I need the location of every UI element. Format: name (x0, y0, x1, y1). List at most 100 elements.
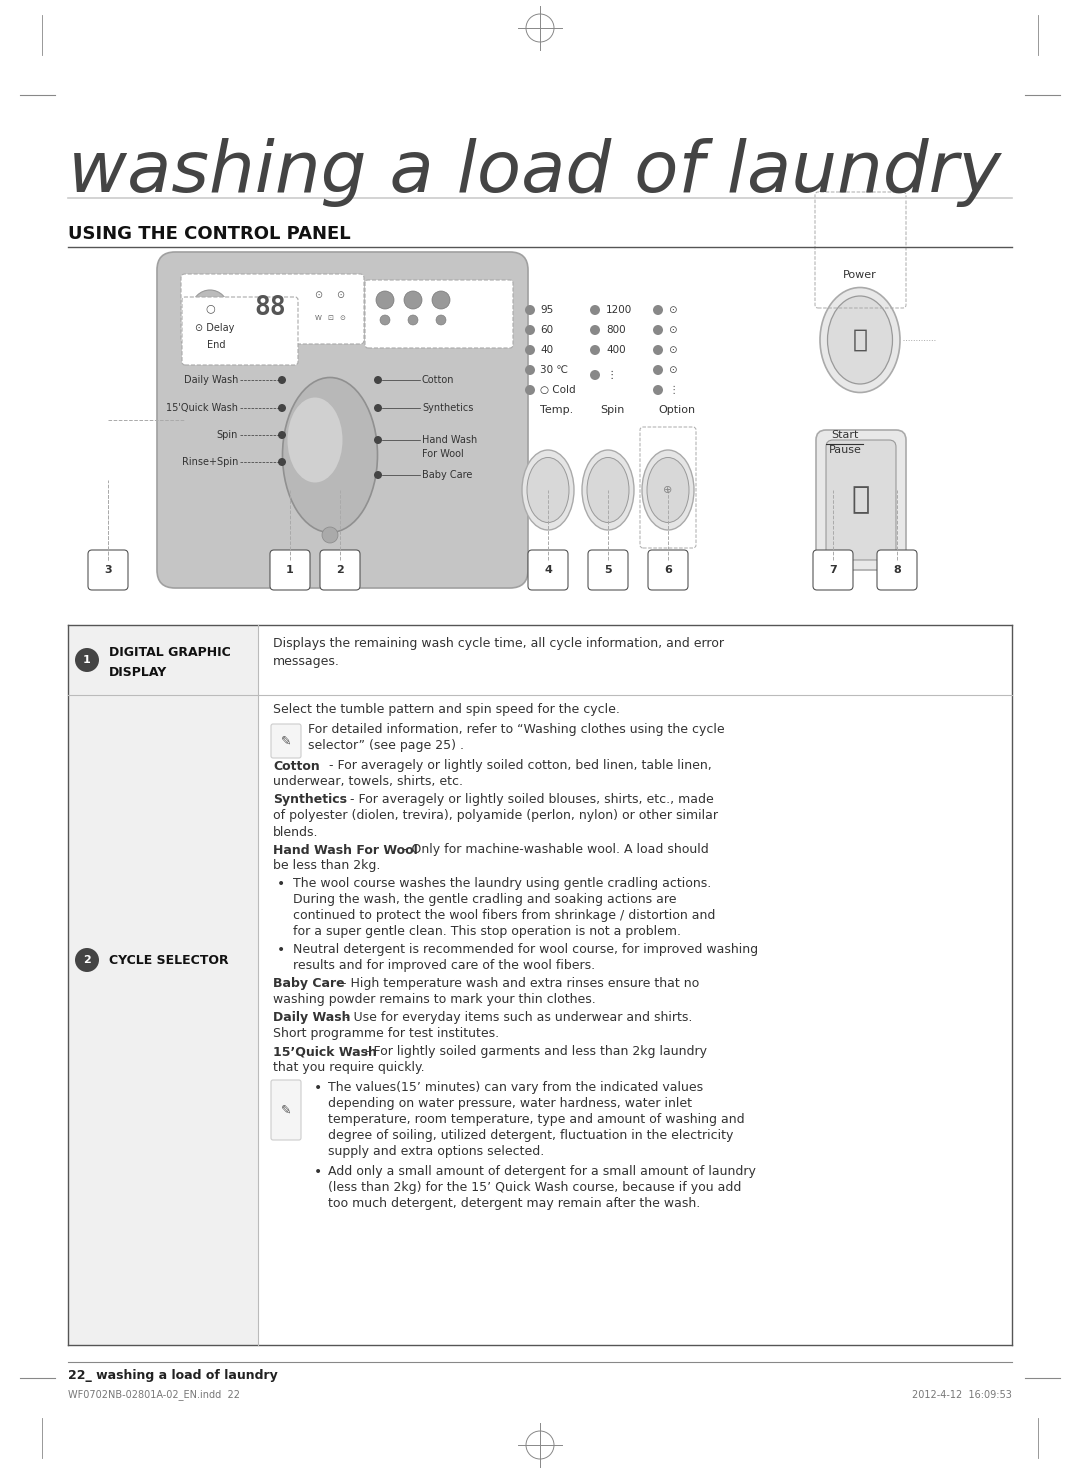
Circle shape (590, 305, 600, 315)
Text: Daily Wash: Daily Wash (273, 1012, 351, 1025)
Circle shape (278, 432, 286, 439)
Text: •: • (314, 1081, 322, 1094)
FancyBboxPatch shape (588, 549, 627, 591)
Text: that you require quickly.: that you require quickly. (273, 1062, 424, 1074)
Text: 800: 800 (606, 326, 625, 334)
Text: (less than 2kg) for the 15’ Quick Wash course, because if you add: (less than 2kg) for the 15’ Quick Wash c… (328, 1181, 741, 1195)
Text: 95: 95 (540, 305, 553, 315)
FancyBboxPatch shape (181, 274, 364, 345)
Circle shape (525, 305, 535, 315)
FancyBboxPatch shape (816, 430, 906, 570)
Text: continued to protect the wool fibers from shrinkage / distortion and: continued to protect the wool fibers fro… (293, 909, 715, 922)
Circle shape (278, 404, 286, 412)
Text: Hand Wash For Wool: Hand Wash For Wool (273, 844, 418, 856)
Circle shape (404, 292, 422, 309)
Ellipse shape (642, 449, 694, 530)
Text: The values(15’ minutes) can vary from the indicated values: The values(15’ minutes) can vary from th… (328, 1081, 703, 1094)
Text: Spin: Spin (217, 430, 238, 440)
Text: 88: 88 (254, 295, 286, 321)
Text: During the wash, the gentle cradling and soaking actions are: During the wash, the gentle cradling and… (293, 894, 676, 906)
Text: depending on water pressure, water hardness, water inlet: depending on water pressure, water hardn… (328, 1097, 692, 1111)
Circle shape (75, 949, 99, 972)
Text: - For lightly soiled garments and less than 2kg laundry: - For lightly soiled garments and less t… (361, 1046, 707, 1059)
FancyBboxPatch shape (320, 549, 360, 591)
Ellipse shape (527, 458, 569, 523)
Text: 40: 40 (540, 345, 553, 355)
Text: Option: Option (658, 405, 696, 415)
Circle shape (75, 648, 99, 672)
Text: selector” (see page 25) .: selector” (see page 25) . (308, 739, 464, 753)
Text: DIGITAL GRAPHIC: DIGITAL GRAPHIC (109, 645, 231, 658)
Text: ✎: ✎ (281, 1103, 292, 1117)
Text: 1: 1 (83, 655, 91, 664)
Circle shape (374, 376, 382, 384)
Circle shape (525, 365, 535, 376)
Text: The wool course washes the laundry using gentle cradling actions.: The wool course washes the laundry using… (293, 878, 712, 891)
Circle shape (590, 345, 600, 355)
Text: Select the tumble pattern and spin speed for the cycle.: Select the tumble pattern and spin speed… (273, 704, 620, 716)
Text: •: • (314, 1165, 322, 1178)
Circle shape (653, 365, 663, 376)
Text: Baby Care: Baby Care (273, 978, 345, 990)
Ellipse shape (647, 458, 689, 523)
Circle shape (590, 370, 600, 380)
FancyBboxPatch shape (183, 298, 298, 365)
Text: - For averagely or lightly soiled cotton, bed linen, table linen,: - For averagely or lightly soiled cotton… (325, 760, 712, 772)
Text: ⊡: ⊡ (327, 315, 333, 321)
Circle shape (374, 436, 382, 443)
FancyBboxPatch shape (826, 440, 896, 560)
Circle shape (374, 404, 382, 412)
Text: 3: 3 (104, 566, 112, 574)
Text: 4: 4 (544, 566, 552, 574)
Text: CYCLE SELECTOR: CYCLE SELECTOR (109, 953, 229, 966)
Text: ⊙: ⊙ (669, 326, 677, 334)
FancyBboxPatch shape (270, 549, 310, 591)
FancyBboxPatch shape (813, 549, 853, 591)
Text: Neutral detergent is recommended for wool course, for improved washing: Neutral detergent is recommended for woo… (293, 944, 758, 956)
Text: of polyester (diolen, trevira), polyamide (perlon, nylon) or other similar: of polyester (diolen, trevira), polyamid… (273, 810, 718, 822)
Text: 7: 7 (829, 566, 837, 574)
Circle shape (322, 527, 338, 544)
Text: 1: 1 (286, 566, 294, 574)
Circle shape (525, 345, 535, 355)
Text: 8: 8 (893, 566, 901, 574)
Text: underwear, towels, shirts, etc.: underwear, towels, shirts, etc. (273, 775, 463, 788)
Text: messages.: messages. (273, 655, 340, 669)
Circle shape (278, 376, 286, 384)
FancyBboxPatch shape (648, 549, 688, 591)
Text: ⋮: ⋮ (669, 384, 678, 395)
Text: ⊙: ⊙ (339, 315, 345, 321)
FancyBboxPatch shape (87, 549, 129, 591)
Text: ○ Cold: ○ Cold (540, 384, 576, 395)
FancyBboxPatch shape (271, 1080, 301, 1140)
Text: Displays the remaining wash cycle time, all cycle information, and error: Displays the remaining wash cycle time, … (273, 636, 724, 650)
Text: Synthetics: Synthetics (273, 794, 347, 807)
Text: for a super gentle clean. This stop operation is not a problem.: for a super gentle clean. This stop oper… (293, 925, 681, 938)
Text: 6: 6 (664, 566, 672, 574)
Circle shape (278, 458, 286, 465)
Text: Spin: Spin (600, 405, 624, 415)
Text: results and for improved care of the wool fibers.: results and for improved care of the woo… (293, 959, 595, 972)
Circle shape (436, 315, 446, 326)
Text: 400: 400 (606, 345, 625, 355)
Text: ⏻: ⏻ (852, 328, 867, 352)
Text: •: • (276, 876, 285, 891)
Text: ⊕: ⊕ (663, 485, 673, 495)
Text: Power: Power (843, 270, 877, 280)
Ellipse shape (588, 458, 629, 523)
Ellipse shape (287, 398, 342, 483)
Text: ○: ○ (205, 303, 215, 312)
Ellipse shape (283, 377, 378, 533)
Text: Short programme for test institutes.: Short programme for test institutes. (273, 1028, 499, 1040)
Text: Cotton: Cotton (273, 760, 320, 772)
Text: - For averagely or lightly soiled blouses, shirts, etc., made: - For averagely or lightly soiled blouse… (346, 794, 714, 807)
Circle shape (192, 290, 228, 326)
Text: 22_ washing a load of laundry: 22_ washing a load of laundry (68, 1368, 278, 1382)
Text: washing a load of laundry: washing a load of laundry (68, 138, 1001, 208)
Ellipse shape (522, 449, 573, 530)
Text: too much detergent, detergent may remain after the wash.: too much detergent, detergent may remain… (328, 1198, 700, 1211)
Circle shape (380, 315, 390, 326)
Text: be less than 2kg.: be less than 2kg. (273, 860, 380, 872)
Bar (68, 695, 258, 1345)
Circle shape (525, 326, 535, 334)
